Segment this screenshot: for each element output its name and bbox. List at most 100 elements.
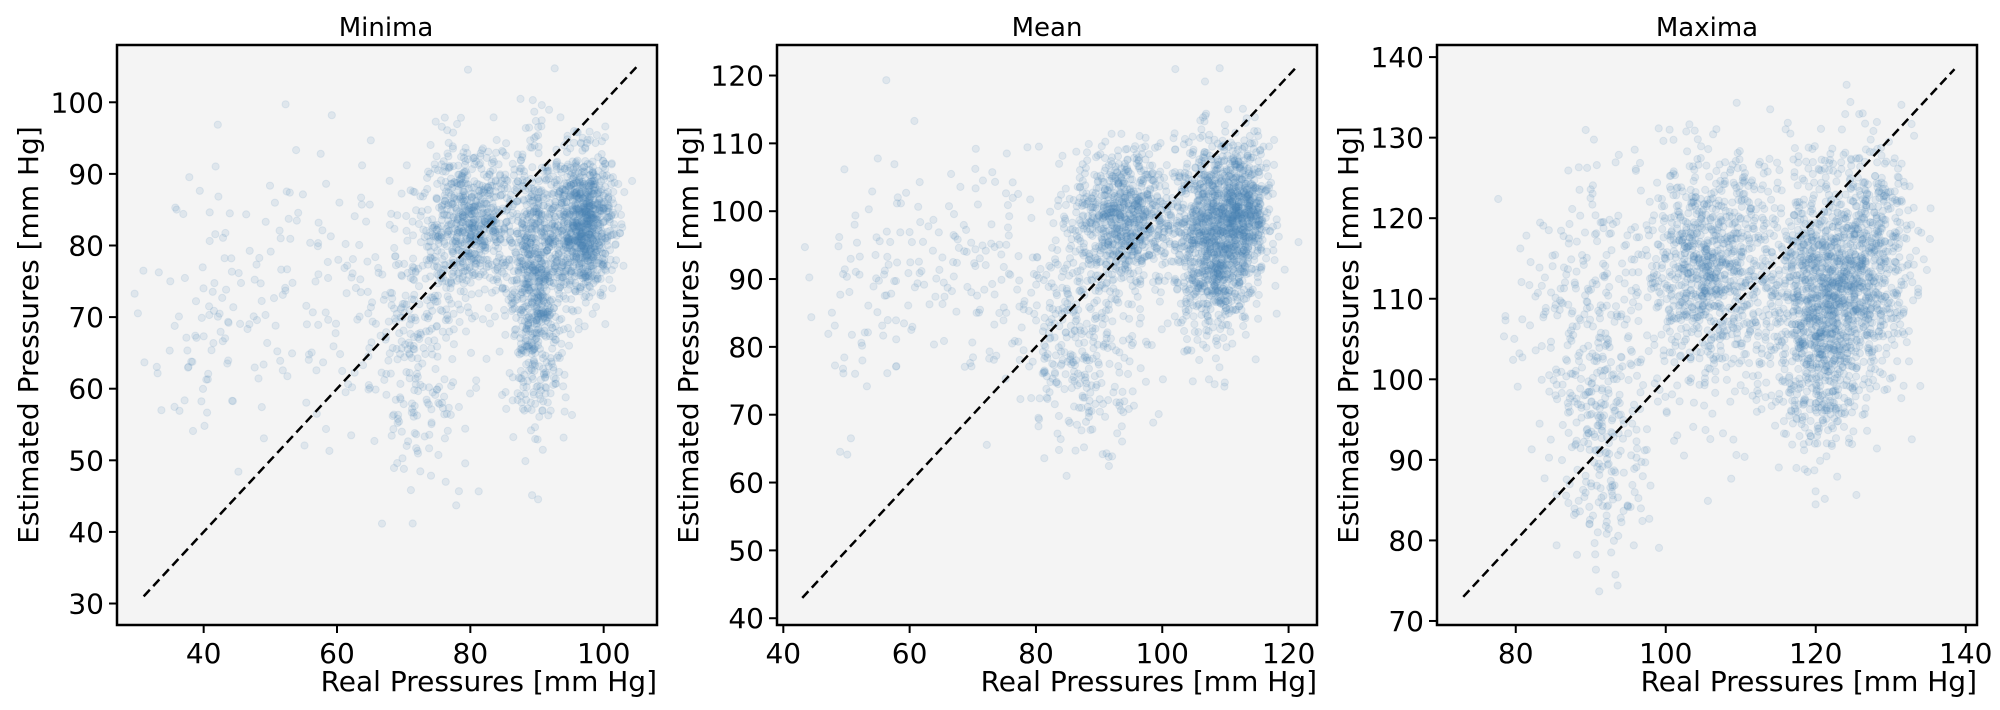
data-point [547, 206, 556, 215]
data-point [449, 162, 458, 171]
data-point [436, 305, 445, 314]
data-point [416, 238, 426, 247]
data-point [479, 267, 488, 276]
data-point [1093, 151, 1103, 160]
data-point [1221, 287, 1230, 296]
data-point [404, 437, 413, 446]
data-point [276, 234, 285, 243]
data-point [443, 314, 452, 323]
data-point [494, 244, 503, 253]
data-point [1162, 161, 1171, 170]
data-point [488, 199, 497, 208]
data-point [174, 312, 183, 321]
data-point [492, 148, 501, 157]
data-point [347, 431, 356, 440]
data-point [1107, 129, 1116, 138]
data-point [614, 203, 623, 212]
data-point [1268, 222, 1278, 231]
data-point [574, 204, 583, 213]
data-point [1170, 246, 1179, 255]
data-point [397, 271, 406, 280]
data-point [331, 329, 340, 338]
data-point [455, 268, 464, 277]
data-point [490, 312, 499, 321]
data-point [300, 441, 309, 450]
data-point [1124, 220, 1133, 229]
data-point [433, 179, 442, 188]
data-point [448, 183, 457, 192]
data-point [1104, 193, 1113, 202]
data-point [1237, 288, 1246, 297]
data-point [221, 334, 230, 343]
data-point [569, 221, 578, 230]
data-point [1145, 150, 1154, 159]
data-point [214, 192, 223, 201]
data-point [363, 287, 372, 296]
y-tick-label: 40 [68, 516, 104, 549]
data-point [425, 444, 434, 453]
data-point [552, 160, 561, 169]
data-point [1268, 239, 1278, 248]
data-point [608, 284, 617, 293]
data-point [560, 370, 569, 379]
data-point [252, 316, 262, 325]
data-point [616, 210, 626, 219]
data-point [273, 347, 282, 356]
data-point [410, 295, 419, 304]
data-point [245, 246, 254, 255]
data-point [1156, 167, 1165, 176]
data-point [1123, 156, 1132, 165]
y-tick-label: 70 [68, 301, 104, 334]
data-point [487, 288, 497, 297]
data-point [438, 201, 447, 210]
y-tick-label: 30 [68, 588, 104, 621]
data-point [554, 285, 563, 294]
data-point [535, 412, 544, 421]
data-point [521, 334, 530, 343]
data-point [1224, 320, 1233, 330]
data-point [533, 254, 543, 263]
data-point [534, 217, 543, 226]
data-point [443, 426, 452, 435]
data-point [534, 290, 543, 299]
data-point [355, 312, 364, 321]
data-point [470, 153, 479, 162]
data-point [426, 471, 436, 480]
data-point [1213, 317, 1223, 326]
data-point [314, 270, 323, 279]
data-point [491, 235, 500, 244]
data-point [1262, 254, 1271, 263]
data-point [455, 207, 464, 216]
data-point [628, 176, 637, 186]
data-point [1161, 181, 1170, 190]
data-point [499, 255, 508, 264]
data-point [209, 339, 218, 348]
data-point [1139, 175, 1149, 184]
data-point [480, 270, 489, 280]
data-point [426, 293, 435, 302]
data-point [427, 418, 436, 427]
data-point [577, 183, 587, 192]
data-point [513, 295, 522, 304]
data-point [431, 364, 440, 374]
data-point [561, 393, 570, 402]
data-point [1120, 162, 1129, 171]
data-point [452, 501, 461, 510]
data-point [396, 393, 405, 402]
data-point [211, 230, 220, 239]
data-point [1215, 363, 1224, 372]
data-point [449, 267, 458, 276]
data-point [496, 191, 505, 200]
data-point [474, 487, 483, 496]
data-point [1210, 380, 1219, 389]
data-point [591, 302, 601, 312]
data-point [497, 267, 507, 276]
data-point [418, 192, 428, 201]
data-point [425, 326, 434, 336]
data-point [430, 336, 439, 345]
data-point [520, 248, 529, 257]
data-point [185, 173, 194, 182]
data-point [584, 267, 593, 276]
data-point [1202, 272, 1212, 281]
data-point [513, 150, 522, 159]
